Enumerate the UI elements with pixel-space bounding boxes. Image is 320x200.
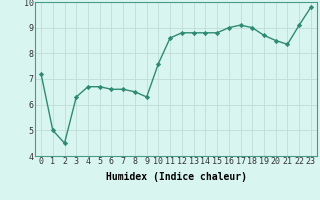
X-axis label: Humidex (Indice chaleur): Humidex (Indice chaleur) xyxy=(106,172,246,182)
